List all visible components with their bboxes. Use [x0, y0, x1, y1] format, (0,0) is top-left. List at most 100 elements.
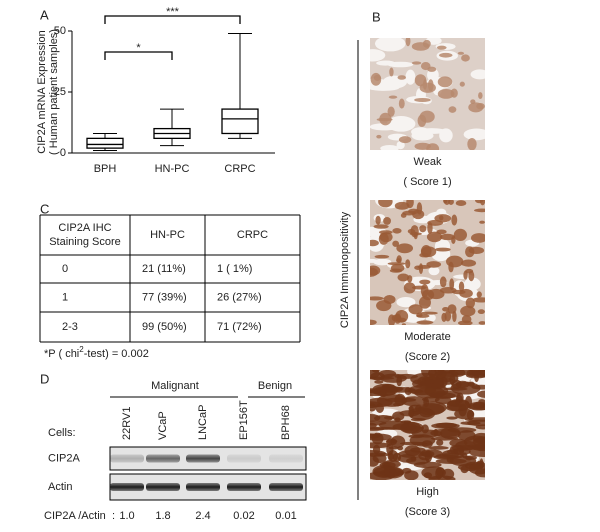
image-caption: Moderate — [404, 331, 450, 343]
stain — [370, 296, 384, 301]
lumen — [373, 258, 392, 266]
stain — [470, 233, 485, 243]
band — [269, 454, 303, 463]
box — [221, 108, 259, 135]
tissue — [370, 200, 485, 325]
stain — [451, 214, 458, 226]
stain — [404, 445, 421, 457]
x-tick-label: CRPC — [224, 163, 255, 175]
lumen — [374, 38, 406, 52]
stain — [426, 231, 443, 243]
ratio-label: CIP2A /Actin — [44, 510, 106, 522]
panel-label: A — [40, 7, 49, 22]
stain — [478, 321, 485, 325]
stain — [448, 106, 457, 113]
stain — [404, 470, 419, 480]
band — [146, 454, 180, 463]
lumen — [405, 69, 416, 85]
table-cell: 26 (27%) — [217, 291, 262, 303]
stain — [479, 220, 485, 224]
stain — [392, 228, 402, 234]
stain — [396, 243, 414, 254]
stain — [433, 428, 439, 436]
lumen — [464, 277, 481, 291]
stain — [397, 273, 410, 282]
stain — [406, 456, 430, 465]
stain — [394, 373, 418, 379]
stain — [379, 112, 392, 126]
footnote-part: -test) = 0.002 — [84, 348, 149, 360]
stain — [437, 88, 455, 99]
lumen — [417, 128, 446, 134]
stain — [376, 134, 382, 139]
stain — [386, 442, 394, 456]
stain — [414, 265, 422, 270]
tissue — [370, 370, 485, 480]
lane-label: VCaP — [157, 411, 169, 440]
stain — [436, 45, 447, 50]
stain — [434, 247, 451, 252]
band — [110, 483, 144, 491]
stain — [393, 402, 401, 407]
stain — [439, 287, 457, 294]
stain — [379, 232, 393, 243]
significance-bracket — [104, 15, 241, 24]
band — [186, 454, 220, 463]
stain — [400, 213, 407, 218]
stain — [439, 233, 456, 241]
stain — [398, 98, 405, 109]
stain — [453, 447, 471, 456]
stain — [374, 254, 390, 259]
stain — [418, 296, 431, 309]
stain — [376, 300, 392, 312]
stain — [378, 370, 397, 378]
stain — [416, 202, 423, 215]
stain — [477, 309, 485, 315]
lumen — [463, 128, 485, 141]
stain — [370, 267, 378, 277]
footnote-part: *P ( chi — [44, 348, 79, 360]
table-header: CRPC — [237, 229, 268, 241]
image-score: ( Score 1) — [403, 176, 451, 188]
group-label: Malignant — [151, 380, 199, 392]
stain — [419, 279, 431, 285]
stain — [419, 110, 435, 123]
footnote: *P ( chi2-test) = 0.002 — [44, 345, 149, 360]
stain — [370, 422, 377, 429]
stain — [446, 399, 471, 412]
stain — [396, 317, 407, 323]
stain — [403, 282, 416, 294]
lumen — [384, 40, 395, 45]
stain — [383, 415, 395, 420]
y-tick-label: 0 — [60, 147, 66, 159]
stain — [434, 370, 444, 376]
stain — [428, 475, 456, 480]
footnote-part: 2 — [79, 345, 84, 354]
stain — [458, 281, 465, 292]
stain — [426, 261, 442, 268]
lane-label: EP156T — [238, 400, 250, 440]
stain — [442, 307, 450, 312]
table-header: HN-PC — [150, 229, 185, 241]
stain — [464, 455, 477, 460]
y-axis-label: ( Human patient samples) — [48, 29, 60, 155]
stain — [414, 386, 446, 399]
stain — [395, 471, 405, 476]
stain — [411, 42, 430, 51]
stain — [371, 370, 380, 373]
stain — [476, 460, 485, 466]
table-cell: 1 — [62, 291, 68, 303]
tissue — [370, 38, 485, 150]
stain — [459, 81, 465, 87]
stain — [409, 232, 422, 236]
table-cell: 1 ( 1%) — [217, 263, 252, 275]
stain — [411, 61, 422, 65]
stain — [390, 263, 405, 273]
stain — [374, 380, 384, 384]
stain — [460, 259, 477, 267]
stain — [406, 200, 414, 209]
stain — [422, 450, 435, 458]
stain — [389, 67, 394, 77]
stain — [460, 421, 481, 426]
stain — [437, 76, 453, 88]
